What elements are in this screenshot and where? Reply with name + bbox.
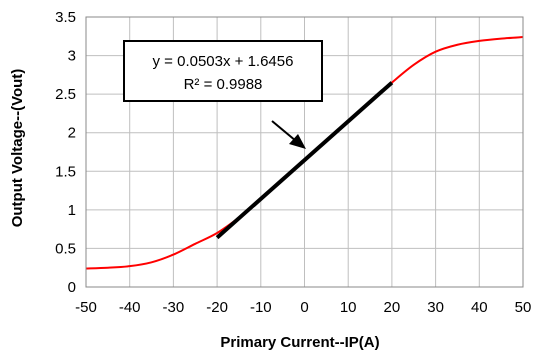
x-tick-label: 30	[427, 299, 444, 316]
y-axis-title: Output Voltage--(Vout)	[9, 69, 26, 228]
linear-fit-line	[215, 81, 394, 240]
y-tick-label: 0.5	[55, 240, 76, 257]
x-tick-label: -30	[163, 299, 185, 316]
x-tick-label: 20	[384, 299, 401, 316]
y-tick-label: 3	[68, 48, 76, 65]
y-tick-label: 3.5	[55, 9, 76, 26]
y-tick-label: 0	[68, 279, 76, 296]
y-tick-label: 2	[68, 125, 76, 142]
y-tick-label: 1	[68, 202, 76, 219]
arrow-shaft	[271, 120, 297, 142]
equation-annotation: y = 0.0503x + 1.6456 R² = 0.9988	[123, 40, 323, 102]
x-tick-label: 40	[471, 299, 488, 316]
r-squared-label: R² = 0.9988	[184, 76, 263, 93]
x-tick-label: -10	[250, 299, 272, 316]
equation-label: y = 0.0503x + 1.6456	[153, 53, 294, 70]
annotation-arrow	[271, 120, 306, 149]
x-tick-label: 0	[300, 299, 308, 316]
arrow-head	[289, 134, 306, 149]
x-tick-label: 50	[515, 299, 532, 316]
x-tick-label: -40	[119, 299, 141, 316]
plot-area-border	[85, 16, 524, 288]
y-tick-label: 2.5	[55, 86, 76, 103]
equation-box	[123, 40, 323, 102]
series-layer	[85, 36, 524, 270]
x-tick-labels: -50 -40 -30 -20 -10 0 10 20 30 40 50	[75, 299, 531, 316]
x-tick-label: -20	[206, 299, 228, 316]
x-tick-label: -50	[75, 299, 97, 316]
y-tick-label: 1.5	[55, 163, 76, 180]
x-tick-label: 10	[340, 299, 357, 316]
y-tick-labels: 0 0.5 1 1.5 2 2.5 3 3.5	[55, 9, 76, 296]
x-axis-title: Primary Current--IP(A)	[220, 334, 379, 351]
